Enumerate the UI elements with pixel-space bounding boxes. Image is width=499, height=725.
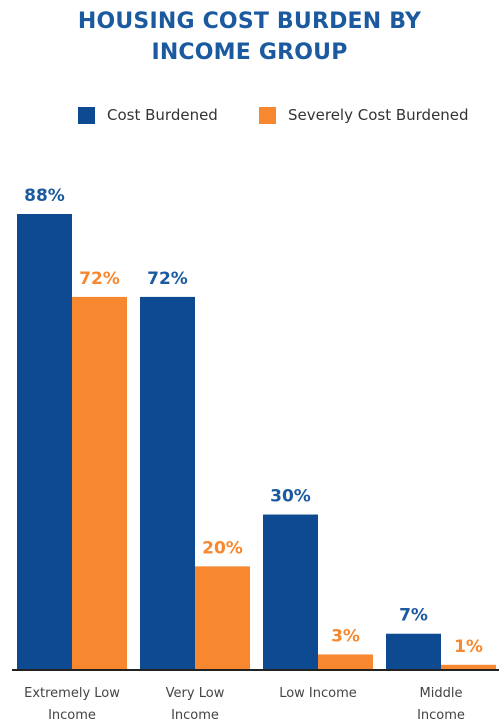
bar-cost-burdened-extremely-low-income — [17, 214, 72, 670]
category-label-middle-income-line-1: Middle — [420, 686, 463, 701]
bar-cost-burdened-low-income — [263, 514, 318, 670]
category-label-very-low-income-line-1: Very Low — [166, 686, 225, 701]
value-label-cost-burdened-low-income: 30% — [270, 487, 311, 507]
value-label-severely-cost-burdened-extremely-low-income: 72% — [79, 269, 120, 289]
bar-severely-cost-burdened-very-low-income — [195, 566, 250, 670]
value-labels-group: 88% 72% 72% 20% 30% 3% 7% 1% — [24, 186, 483, 657]
category-label-very-low-income-line-2: Income — [171, 708, 219, 723]
bar-severely-cost-burdened-middle-income — [441, 664, 496, 670]
legend-swatch-severely-cost-burdened — [259, 106, 276, 124]
bar-cost-burdened-middle-income — [386, 633, 441, 670]
value-label-severely-cost-burdened-very-low-income: 20% — [202, 538, 243, 558]
bar-severely-cost-burdened-low-income — [318, 654, 373, 670]
legend: Cost Burdened Severely Cost Burdened — [0, 103, 499, 127]
category-label-extremely-low-income-line-2: Income — [48, 708, 96, 723]
legend-item-severely-cost-burdened: Severely Cost Burdened — [259, 103, 469, 127]
legend-label-severely-cost-burdened: Severely Cost Burdened — [288, 106, 469, 124]
bar-cost-burdened-very-low-income — [140, 296, 195, 670]
category-label-extremely-low-income-line-1: Extremely Low — [24, 686, 120, 701]
value-label-cost-burdened-extremely-low-income: 88% — [24, 186, 65, 206]
category-label-low-income: Low Income — [279, 686, 357, 701]
value-label-severely-cost-burdened-middle-income: 1% — [454, 637, 483, 657]
chart-title-line-1: HOUSING COST BURDEN BY — [77, 9, 422, 34]
value-label-cost-burdened-very-low-income: 72% — [147, 269, 188, 289]
chart-title: HOUSING COST BURDEN BY INCOME GROUP — [0, 6, 499, 68]
bar-severely-cost-burdened-extremely-low-income — [72, 296, 127, 670]
bars-group — [17, 214, 496, 670]
category-labels-group: Extremely Low Income Very Low Income Low Inc… — [24, 686, 465, 723]
value-label-severely-cost-burdened-low-income: 3% — [331, 626, 360, 646]
chart-title-line-2: INCOME GROUP — [151, 40, 348, 65]
legend-swatch-cost-burdened — [78, 106, 95, 124]
value-label-cost-burdened-middle-income: 7% — [399, 606, 428, 626]
category-label-middle-income-line-2: Income — [417, 708, 465, 723]
legend-label-cost-burdened: Cost Burdened — [107, 106, 218, 124]
legend-item-cost-burdened: Cost Burdened — [78, 103, 218, 127]
